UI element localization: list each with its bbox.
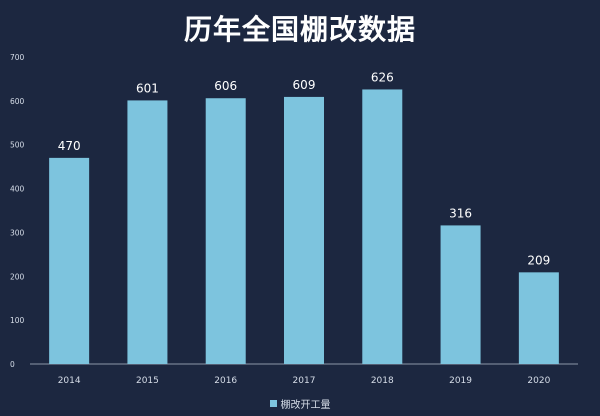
bar bbox=[518, 272, 559, 364]
y-tick-label: 0 bbox=[10, 360, 15, 369]
x-tick-label: 2017 bbox=[293, 376, 316, 386]
data-label: 316 bbox=[449, 206, 472, 220]
x-tick-label: 2014 bbox=[58, 376, 81, 386]
x-tick-label: 2018 bbox=[371, 376, 394, 386]
data-label: 609 bbox=[293, 78, 316, 92]
data-label: 626 bbox=[371, 70, 394, 84]
bar bbox=[205, 98, 246, 365]
data-label: 606 bbox=[214, 79, 237, 93]
y-tick-label: 700 bbox=[10, 53, 25, 62]
bar bbox=[127, 100, 168, 364]
bar bbox=[362, 89, 403, 364]
y-tick-label: 500 bbox=[10, 141, 25, 150]
data-label: 209 bbox=[527, 253, 550, 267]
legend-label: 棚改开工量 bbox=[280, 400, 331, 411]
y-tick-label: 300 bbox=[10, 228, 25, 237]
data-label: 470 bbox=[58, 139, 81, 153]
data-label: 601 bbox=[136, 81, 159, 95]
x-tick-label: 2016 bbox=[214, 376, 237, 386]
y-tick-label: 100 bbox=[10, 316, 25, 325]
legend-swatch bbox=[269, 400, 277, 407]
legend: 棚改开工量 bbox=[0, 396, 600, 411]
bar bbox=[440, 225, 481, 364]
chart-title: 历年全国棚改数据 bbox=[183, 13, 416, 46]
y-tick-label: 200 bbox=[10, 272, 25, 281]
bar bbox=[284, 96, 324, 364]
y-tick-label: 400 bbox=[10, 185, 25, 194]
x-tick-label: 2020 bbox=[527, 376, 550, 386]
x-tick-label: 2015 bbox=[136, 376, 159, 386]
bar bbox=[49, 157, 90, 364]
x-tick-label: 2019 bbox=[449, 376, 472, 386]
y-tick-label: 600 bbox=[10, 97, 25, 106]
